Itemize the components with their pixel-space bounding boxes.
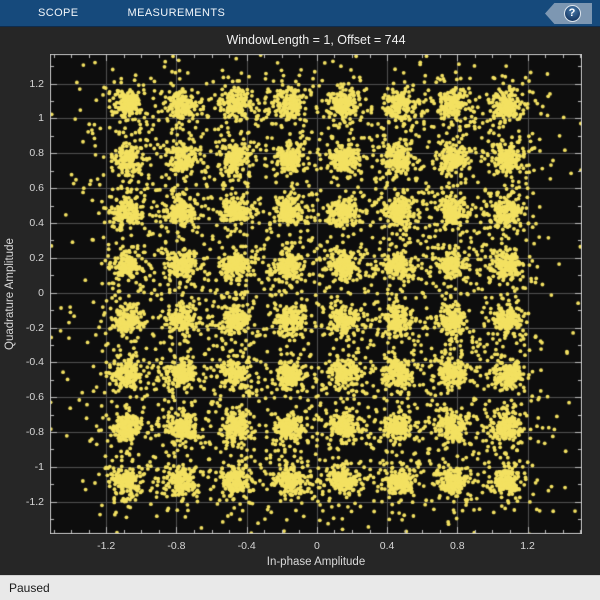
x-tick-label: 1.2	[520, 540, 535, 552]
y-tick-label: -1	[34, 460, 44, 473]
y-tick-label: 0.6	[29, 182, 44, 195]
y-tick-label: 1.2	[29, 77, 44, 90]
tab-measurements[interactable]: MEASUREMENTS	[127, 7, 226, 19]
status-text: Paused	[9, 581, 50, 595]
x-tick-label: 0.4	[379, 540, 395, 552]
x-tick-label: 0.8	[450, 540, 465, 552]
toolstrip: SCOPE MEASUREMENTS ?	[0, 0, 600, 27]
status-bar: Paused	[0, 575, 600, 600]
constellation-plot-canvas[interactable]	[50, 54, 582, 534]
y-tick-label: 0	[38, 286, 44, 299]
y-tick-label: 0.4	[29, 217, 44, 229]
y-tick-label: 1	[38, 112, 44, 125]
y-tick-label: 0.8	[29, 147, 44, 160]
plot-title: WindowLength = 1, Offset = 744	[226, 33, 406, 47]
x-tick-label: -1.2	[97, 540, 116, 552]
y-tick-label: -0.6	[25, 391, 44, 404]
tab-scope[interactable]: SCOPE	[38, 7, 79, 19]
y-tick-label: -0.4	[25, 356, 44, 369]
x-tick-label: 0	[313, 540, 320, 552]
y-tick-label: -0.8	[25, 426, 44, 439]
x-axis-label: In-phase Amplitude	[266, 556, 366, 568]
y-tick-label: 0.2	[29, 251, 44, 264]
x-tick-label: -0.4	[237, 540, 256, 552]
help-button[interactable]: ?	[545, 3, 592, 24]
x-tick-label: -0.8	[167, 540, 186, 552]
y-tick-label: -0.2	[25, 321, 44, 334]
figure-area: WindowLength = 1, Offset = 744 In-phase …	[0, 28, 600, 575]
y-tick-label: -1.2	[25, 495, 44, 508]
question-mark-icon: ?	[563, 5, 581, 22]
